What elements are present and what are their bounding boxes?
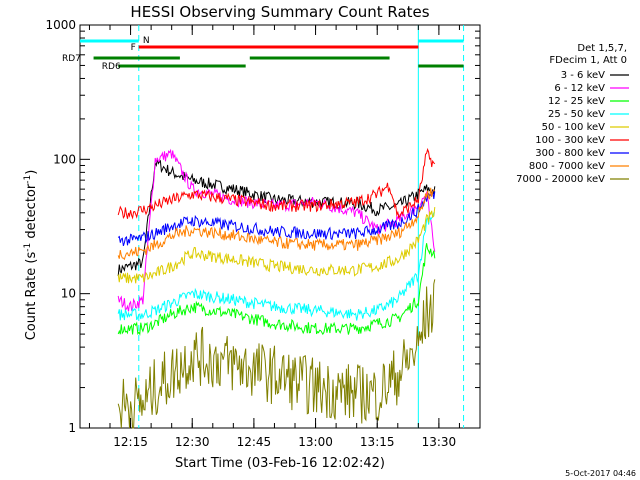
legend: Det 1,5,7,FDecim 1, Att 0 3 - 6 keV 6 - 12… xyxy=(516,43,629,185)
y-axis-label-sup2: -1 xyxy=(23,175,33,184)
series-layer: NF RD7 RD6 xyxy=(62,36,464,429)
legend-label: 6 - 12 keV xyxy=(554,83,605,94)
flag-label: F xyxy=(131,43,136,53)
y-tick-label: 100 xyxy=(53,152,76,166)
series-line xyxy=(117,212,435,321)
legend-label: 3 - 6 keV xyxy=(561,70,605,81)
y-axis-label-sup1: -1 xyxy=(23,243,33,252)
legend-label: 300 - 800 keV xyxy=(535,148,605,159)
y-axis-label-end: ) xyxy=(24,170,39,175)
y-tick-label: 1 xyxy=(68,421,76,435)
x-tick-label: 12:30 xyxy=(175,435,210,449)
legend-label: 100 - 300 keV xyxy=(535,135,605,146)
plot-area xyxy=(79,24,481,429)
legend-label: 7000 - 20000 keV xyxy=(516,174,605,185)
y-axis-label: Count Rate (s-1 detector-1) xyxy=(23,170,39,341)
flag-label: RD7 xyxy=(62,54,81,64)
flag-label: RD6 xyxy=(102,62,121,72)
legend-header: FDecim 1, Att 0 xyxy=(549,55,627,66)
x-tick-label: 12:15 xyxy=(113,435,148,449)
legend-label: 50 - 100 keV xyxy=(542,122,606,133)
x-axis-label: Start Time (03-Feb-16 12:02:42) xyxy=(175,456,385,471)
y-tick-label: 1000 xyxy=(45,18,76,32)
x-tick-label: 12:45 xyxy=(237,435,272,449)
x-tick-label: 13:15 xyxy=(360,435,395,449)
legend-label: 25 - 50 keV xyxy=(548,109,605,120)
series-line xyxy=(117,190,436,247)
series-line xyxy=(117,187,435,261)
y-axis-label-main: Count Rate (s xyxy=(24,252,39,341)
legend-label: 800 - 7000 keV xyxy=(529,161,605,172)
x-tick-label: 13:00 xyxy=(298,435,333,449)
series-line xyxy=(117,147,436,220)
axes: 1 10 100 1000 12:15 12:30 12:45 13:00 13:15 13:30 xyxy=(45,18,480,449)
y-axis-label-mid: detector xyxy=(24,183,39,243)
chart-title: HESSI Observing Summary Count Rates xyxy=(130,3,429,21)
y-tick-label: 10 xyxy=(61,287,76,301)
series-line xyxy=(117,207,436,284)
series-line xyxy=(117,243,436,336)
plot-frame xyxy=(79,24,481,429)
x-tick-label: 13:30 xyxy=(422,435,457,449)
legend-label: 12 - 25 keV xyxy=(548,96,605,107)
flag-label: N xyxy=(143,36,150,46)
footer-timestamp: 5-Oct-2017 04:46 xyxy=(565,469,636,478)
series-line xyxy=(117,279,436,429)
series-line xyxy=(117,158,436,277)
flag-lines xyxy=(138,25,465,428)
legend-header: Det 1,5,7, xyxy=(577,43,627,54)
